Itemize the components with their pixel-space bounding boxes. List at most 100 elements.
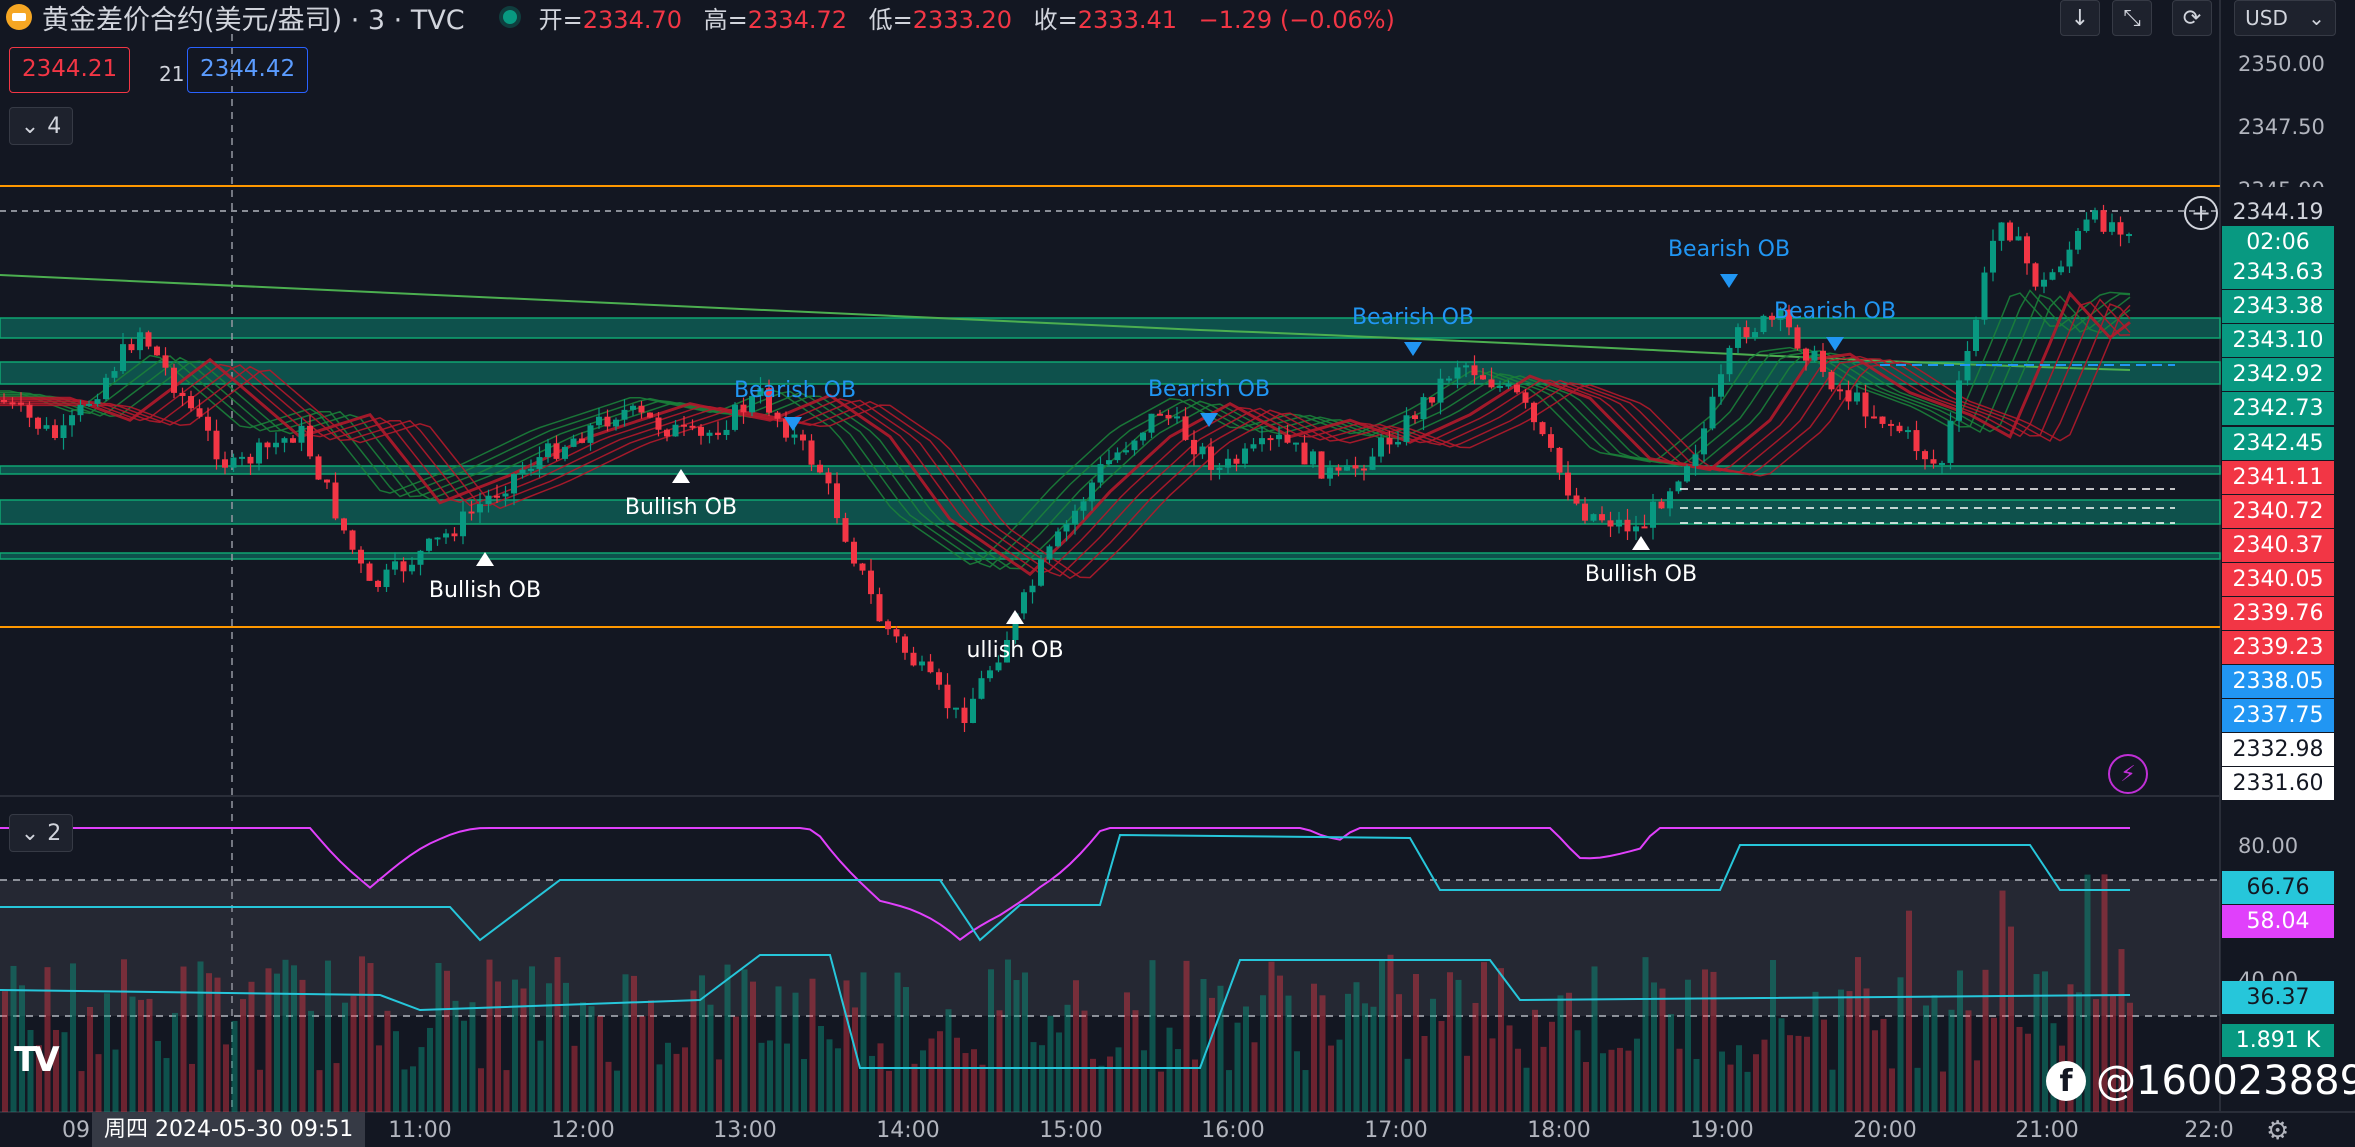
collapse-pane-button[interactable]: ⤡ bbox=[2112, 0, 2152, 36]
volume-bar bbox=[639, 1016, 646, 1112]
volume-bar bbox=[2127, 1002, 2133, 1112]
candle-body bbox=[1905, 430, 1911, 433]
candle-body bbox=[1820, 350, 1826, 372]
volume-bar bbox=[988, 969, 994, 1112]
candle-body bbox=[570, 438, 577, 447]
scroll-down-button[interactable]: ↓ bbox=[2060, 0, 2100, 36]
candle-body bbox=[1616, 519, 1622, 527]
candle-body bbox=[970, 698, 976, 724]
gold-symbol-icon bbox=[6, 4, 32, 30]
candle-body bbox=[392, 561, 398, 570]
volume-bar bbox=[78, 1071, 85, 1112]
candle-body bbox=[1769, 315, 1775, 320]
candle-body bbox=[774, 412, 781, 419]
candle-body bbox=[791, 434, 798, 438]
volume-bar bbox=[1472, 1002, 1479, 1112]
candle-body bbox=[562, 446, 568, 459]
ribbon-band bbox=[0, 298, 2131, 577]
reset-scale-button[interactable]: ⟳ bbox=[2172, 0, 2212, 36]
time-axis-label: 20:00 bbox=[1853, 1118, 1917, 1143]
volume-bar bbox=[1608, 1049, 1615, 1112]
candle-body bbox=[52, 425, 58, 438]
ob-marker-triangle bbox=[1632, 536, 1650, 550]
volume-bar bbox=[2008, 926, 2014, 1112]
time-axis-label: 09 bbox=[62, 1118, 90, 1143]
candle-body bbox=[672, 424, 679, 437]
volume-bar bbox=[1447, 972, 1453, 1112]
ribbon-band bbox=[0, 301, 2131, 575]
candle-body bbox=[766, 388, 772, 413]
volume-bar bbox=[996, 1010, 1003, 1112]
down-arrow-icon: ↓ bbox=[2070, 5, 2090, 31]
candle-body bbox=[698, 426, 704, 436]
volume-bar bbox=[1073, 980, 1079, 1112]
candle-body bbox=[332, 482, 339, 519]
tradingview-logo[interactable]: TV bbox=[14, 1040, 59, 1080]
volume-bar bbox=[614, 1070, 620, 1112]
buy-price-button[interactable]: 2344.42 bbox=[187, 47, 309, 93]
close-label: 收= bbox=[1033, 5, 1078, 34]
indicator-band-fill bbox=[0, 880, 2220, 1016]
sell-price-button[interactable]: 2344.21 bbox=[9, 47, 131, 93]
volume-bar bbox=[401, 1069, 408, 1112]
candle-body bbox=[621, 409, 628, 420]
main-pane-collapse-button[interactable]: ⌄ 4 bbox=[9, 107, 73, 145]
lightning-bolt-icon[interactable]: ⚡ bbox=[2108, 754, 2148, 794]
volume-bar bbox=[121, 959, 127, 1112]
candle-body bbox=[681, 424, 687, 427]
volume-bar bbox=[87, 1006, 93, 1112]
volume-bar bbox=[775, 986, 782, 1112]
volume-bar bbox=[945, 1009, 952, 1112]
candle-body bbox=[1539, 422, 1546, 435]
candle-body bbox=[1973, 319, 1979, 352]
candle-body bbox=[434, 537, 441, 540]
open-value: 2334.70 bbox=[582, 5, 683, 34]
market-open-status-icon bbox=[502, 10, 517, 24]
indicator-axis-label: 1.891 K bbox=[2222, 1024, 2334, 1057]
volume-bar bbox=[1030, 1042, 1037, 1112]
volume-bar bbox=[1430, 998, 1436, 1112]
candle-body bbox=[1514, 384, 1520, 393]
volume-bar bbox=[1744, 1071, 1751, 1112]
candle-body bbox=[1913, 430, 1920, 452]
open-label: 开= bbox=[538, 5, 583, 34]
volume-bar bbox=[1124, 992, 1130, 1112]
volume-bar bbox=[1642, 957, 1649, 1112]
volume-bar bbox=[1234, 1022, 1241, 1112]
candle-body bbox=[111, 371, 118, 378]
chevron-down-icon: ⌄ bbox=[2308, 6, 2325, 30]
candle-body bbox=[885, 621, 891, 630]
candle-body bbox=[188, 396, 194, 409]
candle-body bbox=[1488, 379, 1495, 388]
volume-bar bbox=[19, 985, 25, 1112]
add-alert-plus-icon[interactable]: + bbox=[2184, 196, 2218, 230]
candle-body bbox=[1352, 465, 1359, 469]
volume-bar bbox=[1617, 1047, 1623, 1112]
candle-body bbox=[1531, 402, 1537, 423]
candle-body bbox=[1548, 434, 1554, 448]
currency-select[interactable]: USD ⌄ bbox=[2234, 0, 2336, 36]
candle-body bbox=[1837, 389, 1843, 392]
volume-bar bbox=[1923, 1005, 1929, 1112]
volume-bar bbox=[682, 1047, 688, 1112]
candle-body bbox=[757, 388, 764, 397]
candle-body bbox=[179, 392, 186, 397]
volume-bar bbox=[197, 961, 204, 1112]
symbol-title[interactable]: 黄金差价合约(美元/盎司) · 3 · TVC bbox=[42, 4, 465, 36]
bearish-ob-label: Bearish OB bbox=[1773, 299, 1897, 324]
volume-bar bbox=[316, 1070, 323, 1112]
candle-body bbox=[978, 678, 985, 699]
candle-body bbox=[1463, 365, 1469, 368]
candle-body bbox=[1956, 380, 1962, 421]
price-axis-label: 2343.38 bbox=[2222, 290, 2334, 323]
indicator-pane-collapse-button[interactable]: ⌄ 2 bbox=[9, 814, 73, 852]
volume-bar bbox=[240, 999, 246, 1112]
volume-bar bbox=[333, 1063, 340, 1112]
candle-body bbox=[1556, 447, 1563, 473]
volume-bar bbox=[435, 962, 442, 1112]
volume-bar bbox=[44, 967, 51, 1112]
volume-bar bbox=[979, 1064, 986, 1112]
settings-gear-icon[interactable]: ⚙ bbox=[2266, 1116, 2290, 1146]
candle-body bbox=[1131, 440, 1138, 451]
